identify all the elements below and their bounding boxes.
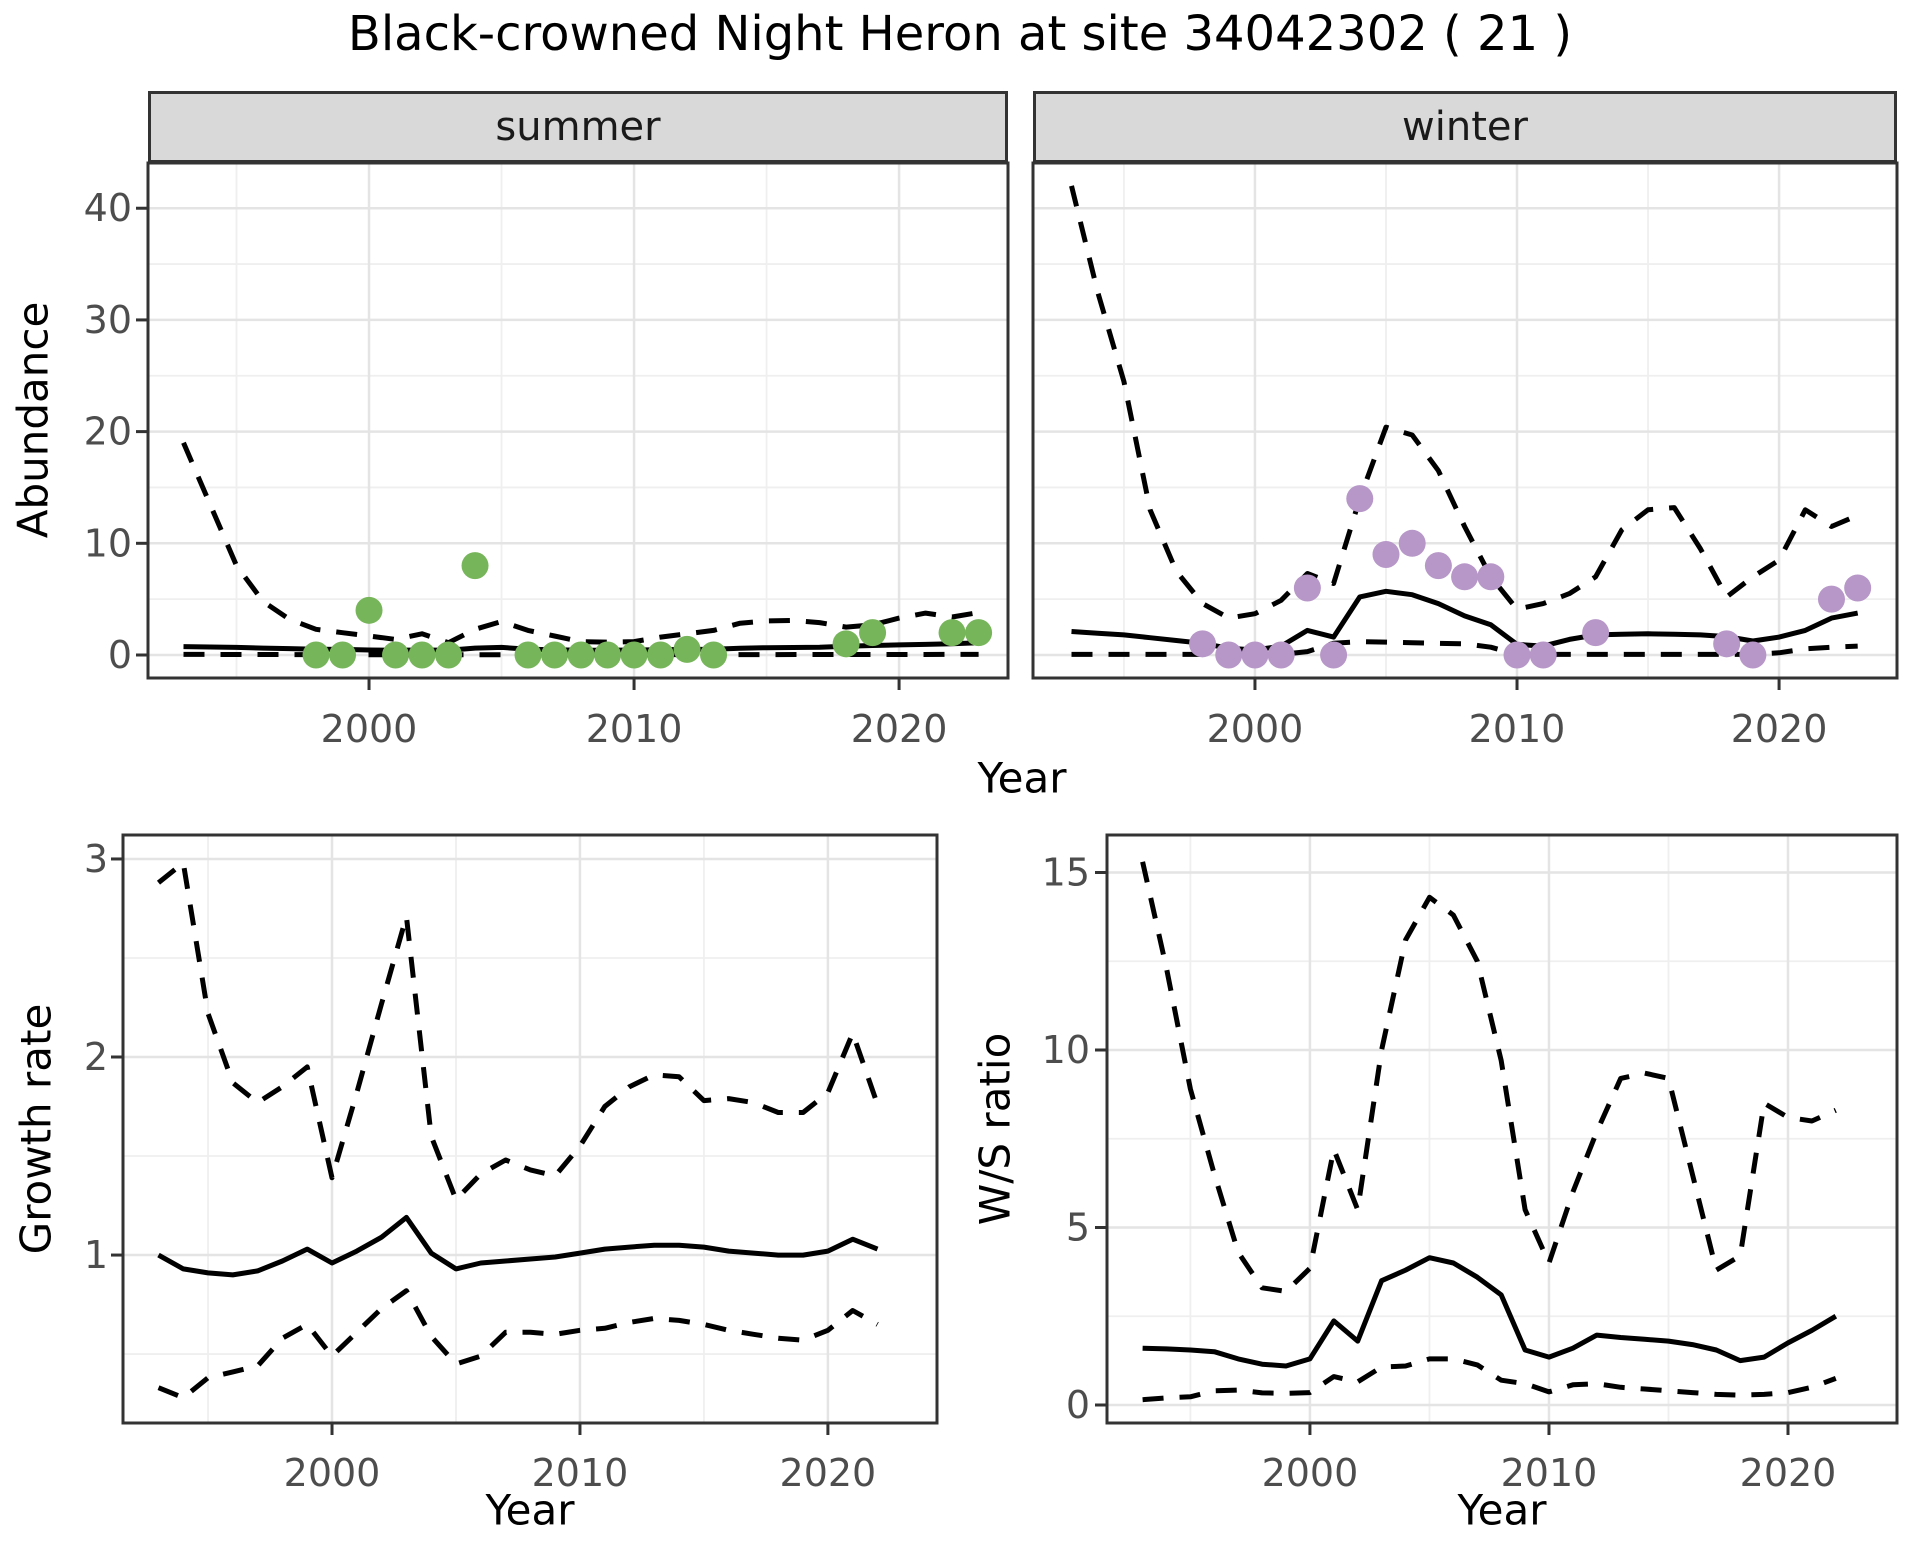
x-tick-label: 2010 bbox=[586, 707, 683, 751]
observed-point bbox=[514, 641, 542, 669]
observed-points bbox=[302, 552, 993, 669]
observed-point bbox=[1346, 485, 1374, 513]
lower_ci-line bbox=[1142, 1356, 1837, 1403]
observed-point bbox=[673, 635, 701, 663]
observed-point bbox=[1739, 641, 1767, 669]
observed-point bbox=[355, 596, 383, 624]
y-tick-label: 5 bbox=[1066, 1205, 1090, 1249]
observed-point bbox=[1424, 552, 1452, 580]
observed-point bbox=[620, 641, 648, 669]
chart-title: Black-crowned Night Heron at site 340423… bbox=[347, 6, 1573, 62]
panel-background bbox=[1033, 163, 1897, 678]
x-tick-label: 2000 bbox=[321, 707, 418, 751]
observed-point bbox=[1372, 540, 1400, 568]
facet-strip-summer-label: summer bbox=[495, 104, 661, 150]
x-tick-label: 2020 bbox=[851, 707, 948, 751]
observed-point bbox=[965, 619, 993, 647]
panel-growth_rate: 2000 2010 2020 1 2 3 bbox=[84, 833, 939, 1495]
panel-border bbox=[146, 161, 1010, 680]
observed-point bbox=[594, 641, 622, 669]
observed-point bbox=[1529, 641, 1557, 669]
y-tick-label: 40 bbox=[84, 186, 132, 230]
observed-point bbox=[1582, 619, 1610, 647]
y-tick-label: 3 bbox=[84, 837, 108, 881]
y-tick-label: 0 bbox=[108, 633, 132, 677]
observed-point bbox=[1844, 574, 1872, 602]
y-axis-title-abundance: Abundance bbox=[8, 301, 58, 539]
x-axis-title-year-top: Year bbox=[977, 753, 1067, 803]
y-tick-label: 30 bbox=[84, 298, 132, 342]
y-tick-label: 0 bbox=[1066, 1383, 1090, 1427]
facet-strip-winter: winter bbox=[1033, 91, 1897, 163]
facet-strip-summer: summer bbox=[148, 91, 1008, 163]
facet-strip-winter-label: winter bbox=[1402, 104, 1528, 150]
x-tick-label: 2010 bbox=[1469, 707, 1566, 751]
observed-point bbox=[832, 630, 860, 658]
observed-point bbox=[302, 641, 330, 669]
x-tick-label: 2020 bbox=[1740, 1451, 1837, 1495]
observed-point bbox=[1215, 641, 1243, 669]
observed-point bbox=[647, 641, 675, 669]
observed-point bbox=[382, 641, 410, 669]
observed-point bbox=[1451, 563, 1479, 591]
lower_ci-line bbox=[157, 1288, 879, 1401]
x-tick-label: 2000 bbox=[1207, 707, 1304, 751]
panel-background bbox=[1107, 835, 1897, 1423]
panel-border bbox=[1031, 161, 1899, 680]
observed-point bbox=[1293, 574, 1321, 602]
y-tick-label: 15 bbox=[1042, 850, 1090, 894]
y-axis-title-growth-rate: Growth rate bbox=[11, 1003, 61, 1255]
x-tick-label: 2000 bbox=[284, 1451, 381, 1495]
observed-point bbox=[938, 619, 966, 647]
median_fit-line bbox=[157, 1214, 879, 1278]
panel-abundance_winter: 2000 2010 2020 bbox=[1031, 161, 1899, 751]
observed-point bbox=[1189, 630, 1217, 658]
x-tick-label: 2020 bbox=[780, 1451, 877, 1495]
panel-border bbox=[1105, 833, 1899, 1425]
upper_ci-line bbox=[156, 860, 880, 1203]
y-axis-title-ws-ratio: W/S ratio bbox=[970, 1032, 1020, 1226]
observed-point bbox=[859, 619, 887, 647]
observed-point bbox=[408, 641, 436, 669]
panel-background bbox=[148, 163, 1008, 678]
y-tick-label: 20 bbox=[84, 410, 132, 454]
panel-background bbox=[123, 835, 937, 1423]
observed-point bbox=[435, 641, 463, 669]
x-tick-label: 2010 bbox=[1501, 1451, 1598, 1495]
observed-point bbox=[1320, 641, 1348, 669]
upper_ci-line bbox=[1069, 185, 1859, 621]
observed-point bbox=[1477, 563, 1505, 591]
x-axis-title-year-ws: Year bbox=[1457, 1485, 1547, 1535]
observed-point bbox=[1713, 630, 1741, 658]
panel-abundance_summer: 2000 2010 2020 0 10 20 30 40 bbox=[84, 161, 1010, 751]
observed-point bbox=[567, 641, 595, 669]
observed-point bbox=[541, 641, 569, 669]
x-tick-label: 2010 bbox=[532, 1451, 629, 1495]
observed-point bbox=[1267, 641, 1295, 669]
median_fit-line bbox=[1142, 1255, 1838, 1369]
y-tick-label: 10 bbox=[1042, 1028, 1090, 1072]
x-axis-title-year-growth: Year bbox=[485, 1485, 575, 1535]
upper_ci-line bbox=[1140, 861, 1837, 1294]
observed-points bbox=[1189, 485, 1872, 669]
y-tick-label: 1 bbox=[84, 1233, 108, 1277]
observed-point bbox=[1503, 641, 1531, 669]
observed-point bbox=[329, 641, 357, 669]
x-tick-label: 2000 bbox=[1262, 1451, 1359, 1495]
panel-ws_ratio: 2000 2010 2020 0 5 10 15 bbox=[1042, 833, 1899, 1495]
lower_ci-line bbox=[1071, 639, 1858, 657]
observed-point bbox=[700, 641, 728, 669]
panel-border bbox=[121, 833, 939, 1425]
observed-point bbox=[461, 552, 489, 580]
observed-point bbox=[1241, 641, 1269, 669]
observed-point bbox=[1398, 529, 1426, 557]
y-tick-label: 2 bbox=[84, 1035, 108, 1079]
upper_ci-line bbox=[181, 441, 980, 646]
y-tick-label: 10 bbox=[84, 521, 132, 565]
observed-point bbox=[1817, 585, 1845, 613]
x-tick-label: 2020 bbox=[1731, 707, 1828, 751]
